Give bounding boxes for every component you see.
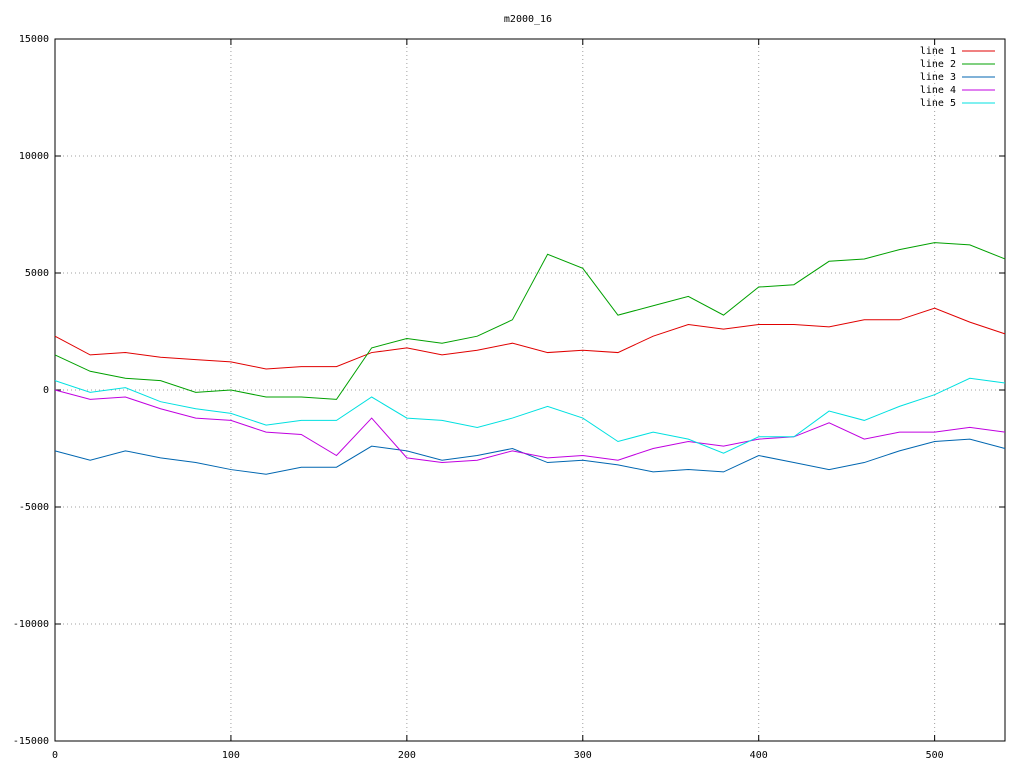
- y-tick-label: 0: [43, 385, 49, 396]
- legend-label: line 4: [920, 85, 956, 96]
- y-tick-label: -15000: [13, 736, 49, 747]
- series-line: [54, 438, 1006, 475]
- series-line: [54, 242, 1006, 400]
- series-line: [54, 377, 1006, 454]
- x-tick-label: 400: [750, 750, 768, 761]
- y-tick-label: -5000: [19, 502, 49, 513]
- x-tick-label: 0: [52, 750, 58, 761]
- legend-label: line 1: [920, 46, 956, 57]
- series-line: [54, 307, 1006, 370]
- x-tick-label: 100: [222, 750, 240, 761]
- y-tick-label: 5000: [25, 268, 49, 279]
- plot-border: [54, 38, 1006, 742]
- y-tick-label: 10000: [19, 151, 49, 162]
- series-line: [54, 389, 1006, 464]
- y-tick-label: 15000: [19, 34, 49, 45]
- legend-label: line 3: [920, 72, 956, 83]
- x-tick-label: 300: [574, 750, 592, 761]
- legend-label: line 2: [920, 59, 956, 70]
- x-tick-label: 200: [398, 750, 416, 761]
- chart-title: m2000_16: [504, 14, 552, 25]
- y-tick-label: -10000: [13, 619, 49, 630]
- x-tick-label: 500: [926, 750, 944, 761]
- legend-label: line 5: [920, 98, 956, 109]
